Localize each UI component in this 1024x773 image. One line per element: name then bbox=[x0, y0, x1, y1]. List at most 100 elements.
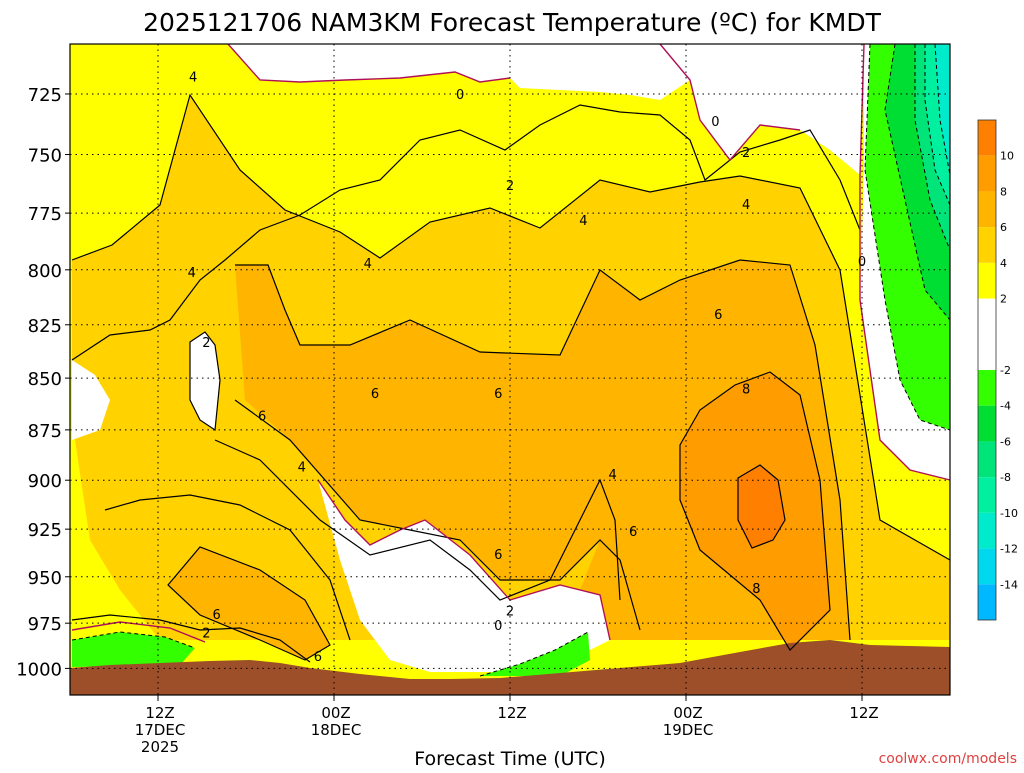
x-tick-label: 12Z bbox=[849, 704, 878, 722]
contour-label: 0 bbox=[711, 115, 719, 130]
contour-label: 6 bbox=[213, 608, 221, 623]
contour-label: 4 bbox=[579, 214, 587, 229]
contour-label: 6 bbox=[629, 525, 637, 540]
band-10-12 bbox=[738, 465, 785, 548]
x-tick-label: 17DEC bbox=[135, 721, 186, 739]
contour-label: 2 bbox=[202, 336, 210, 351]
contours-black bbox=[71, 93, 951, 663]
contour-0-right bbox=[859, 43, 951, 481]
colorbar-swatch bbox=[978, 298, 996, 370]
grid bbox=[70, 44, 950, 695]
contour-label: 6 bbox=[371, 387, 379, 402]
x-tick-label: 19DEC bbox=[663, 721, 714, 739]
contour-6 bbox=[235, 259, 851, 641]
colorbar: 10 8 6 4 2 -2 -4 -6 -8 -10 -12 -14 bbox=[977, 119, 1018, 621]
band-white-pocket bbox=[190, 332, 220, 430]
band-green-bc bbox=[480, 632, 590, 676]
x-tick-label: 2025 bbox=[141, 738, 179, 756]
contour-neg-2 bbox=[864, 43, 951, 431]
contour-neg-10 bbox=[934, 43, 951, 176]
contour-10 bbox=[737, 464, 786, 549]
contour-label: 6 bbox=[494, 548, 502, 563]
contour-label: 6 bbox=[494, 387, 502, 402]
colorbar-swatch bbox=[978, 477, 996, 513]
contour-6-lower bbox=[234, 399, 641, 631]
colorbar-tick-label: -6 bbox=[1000, 435, 1011, 448]
y-tick-label: 725 bbox=[28, 85, 62, 106]
y-tick-label: 975 bbox=[28, 614, 62, 635]
y-tick-label: 800 bbox=[28, 261, 62, 282]
contour-label: 6 bbox=[714, 308, 722, 323]
colorbar-swatch bbox=[978, 155, 996, 192]
band-white-top bbox=[82, 44, 864, 175]
y-tick-label: 750 bbox=[28, 146, 62, 167]
contour-label: 4 bbox=[189, 71, 197, 86]
colorbar-tick-label: 2 bbox=[1000, 293, 1007, 306]
contour-0-top bbox=[227, 43, 511, 83]
contour-label: 2 bbox=[202, 626, 210, 641]
colorbar-tick-label: -8 bbox=[1000, 471, 1011, 484]
colorbar-swatch bbox=[978, 120, 996, 156]
contours-negative bbox=[71, 43, 951, 677]
colorbar-tick-label: 4 bbox=[1000, 257, 1007, 270]
band-green-bl bbox=[72, 632, 195, 667]
y-tick-label: 825 bbox=[28, 316, 62, 337]
y-tick-label: 1000 bbox=[16, 659, 62, 680]
x-tick-label: 12Z bbox=[145, 704, 174, 722]
contour-2-bl bbox=[71, 614, 311, 663]
contour-label: 4 bbox=[609, 468, 617, 483]
colorbar-tick-label: -14 bbox=[1000, 578, 1018, 591]
x-tick-label: 12Z bbox=[497, 704, 526, 722]
contour-8 bbox=[679, 371, 831, 651]
contour-neg-8 bbox=[924, 44, 951, 206]
x-tick-label: 00Z bbox=[673, 704, 702, 722]
band-6-8 bbox=[235, 260, 850, 640]
colorbar-tick-label: 10 bbox=[1000, 150, 1014, 163]
contour-label: 8 bbox=[742, 383, 750, 398]
colorbar-tick-label: -4 bbox=[1000, 400, 1011, 413]
contour-label: 4 bbox=[188, 266, 196, 281]
contour-neg-6 bbox=[914, 44, 951, 251]
colorbar-swatch bbox=[978, 262, 996, 299]
contour-label: 8 bbox=[752, 582, 760, 597]
x-tick-label: 18DEC bbox=[311, 721, 362, 739]
band-cyan-2 bbox=[935, 44, 950, 175]
band-6-8-lower bbox=[168, 547, 330, 660]
contour-neg-bc bbox=[479, 631, 589, 677]
contour-label: 2 bbox=[742, 146, 750, 161]
band-white-trough bbox=[318, 480, 610, 672]
colorbar-swatch bbox=[978, 227, 996, 263]
contour-0-trough bbox=[317, 479, 611, 641]
terrain bbox=[70, 640, 950, 695]
colorbar-swatch bbox=[978, 191, 996, 228]
x-tick-label: 00Z bbox=[321, 704, 350, 722]
contour-0-bl bbox=[71, 621, 206, 643]
contours-zero bbox=[71, 43, 951, 643]
x-axis-title: Forecast Time (UTC) bbox=[414, 748, 605, 768]
y-axis: 725 750 775 800 825 850 875 900 925 950 975 1000 bbox=[16, 85, 70, 680]
contour-0-top-2 bbox=[659, 43, 801, 162]
contour-label: 2 bbox=[506, 179, 514, 194]
contour-pocket bbox=[189, 331, 221, 432]
contour-label: 6 bbox=[258, 410, 266, 425]
contour-4-lower bbox=[214, 439, 621, 601]
contour-label: 0 bbox=[494, 619, 502, 634]
colorbar-tick-label: -10 bbox=[1000, 507, 1018, 520]
contour-4 bbox=[71, 93, 951, 561]
colorbar-swatch bbox=[978, 512, 996, 549]
y-tick-label: 925 bbox=[28, 520, 62, 541]
colorbar-swatch bbox=[978, 441, 996, 478]
colorbar-tick-label: 6 bbox=[1000, 221, 1007, 234]
contour-label: 6 bbox=[314, 650, 322, 665]
contour-label: 0 bbox=[456, 88, 464, 103]
colorbar-frame bbox=[977, 119, 997, 621]
contour-4-bl bbox=[104, 494, 351, 641]
colorbar-tick-label: 8 bbox=[1000, 185, 1007, 198]
colorbar-tick-label: -12 bbox=[1000, 543, 1018, 556]
contour-label: 2 bbox=[506, 604, 514, 619]
contour-neg-4 bbox=[884, 43, 951, 321]
